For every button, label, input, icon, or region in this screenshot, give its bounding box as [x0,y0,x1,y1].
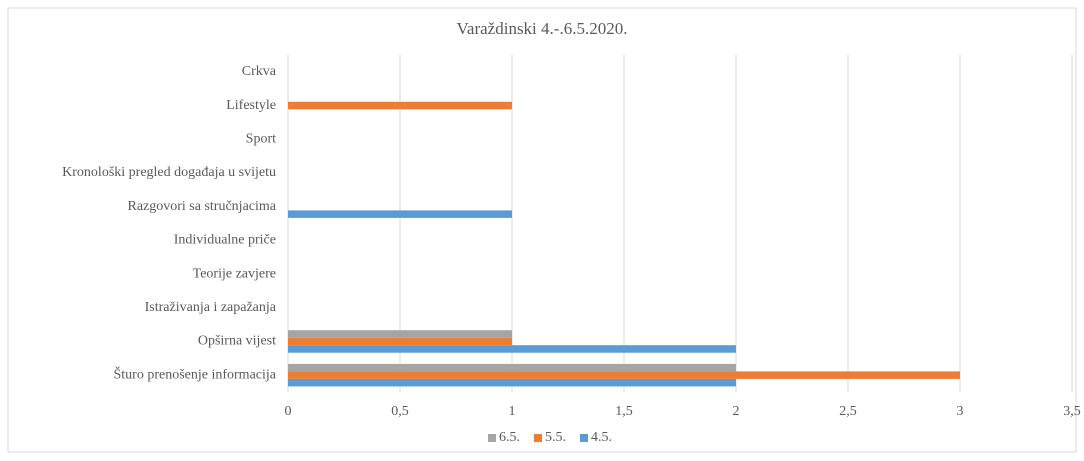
y-tick-label: Individualne priče [174,233,276,248]
x-tick-label: 1 [509,404,516,419]
bar [288,101,512,110]
y-tick-label: Kronološki pregled događaja u svijetu [62,165,276,180]
y-tick-label: Sport [246,131,276,146]
bar [288,363,736,372]
y-tick-label: Crkva [242,64,277,79]
x-tick-label: 0 [285,404,292,419]
legend-swatch [580,434,588,442]
x-tick-label: 1,5 [615,404,633,419]
x-tick-label: 3 [957,404,964,419]
y-tick-label: Lifestyle [226,98,276,113]
y-tick-label: Teorije zavjere [193,266,276,281]
bar [288,337,512,346]
y-tick-label: Opširna vijest [198,334,276,349]
legend-label: 6.5. [499,430,520,445]
bar [288,345,736,353]
bar [288,330,512,338]
bar [288,371,960,379]
legend-label: 5.5. [545,430,566,445]
bar [288,378,736,387]
x-tick-label: 3,5 [1063,404,1081,419]
legend-label: 4.5. [591,430,612,445]
x-tick-label: 0,5 [391,404,409,419]
legend-swatch [488,434,496,442]
y-tick-label: Istraživanja i zapažanja [145,300,277,315]
chart-title: Varaždinski 4.-.6.5.2020. [457,19,628,38]
x-tick-label: 2,5 [839,404,857,419]
bar [288,210,512,218]
legend-swatch [534,434,542,442]
x-tick-label: 2 [733,404,740,419]
y-tick-label: Razgovori sa stručnjacima [127,199,276,214]
y-tick-label: Šturo prenošenje informacija [113,365,276,382]
